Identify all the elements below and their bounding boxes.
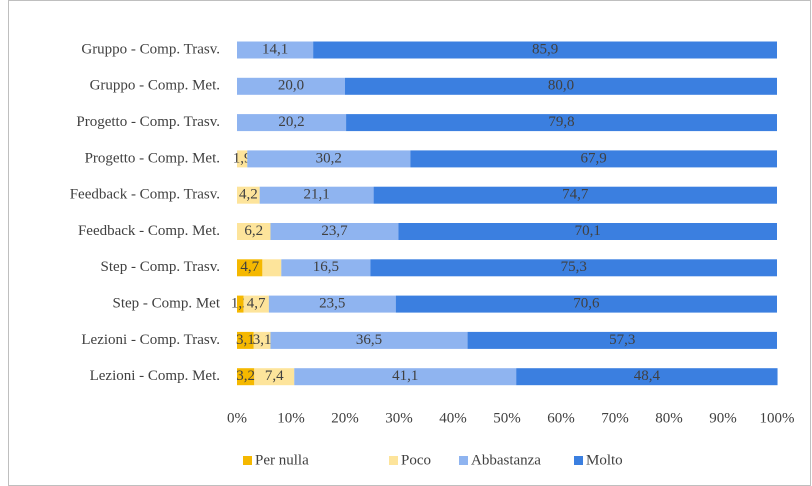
data-label: 79,8 [548,114,574,130]
legend-label: Abbastanza [471,452,541,468]
data-label: 41,1 [392,368,418,384]
bar-segment [410,150,777,168]
bar-segment [345,77,777,95]
data-label: 3,2 [236,368,255,384]
y-tick-label: Progetto - Comp. Met. [85,150,220,166]
bar-segment [270,223,399,240]
x-tick-label: 70% [601,410,629,426]
data-label: 67,9 [581,150,607,166]
y-tick-label: Lezioni - Comp. Met. [90,368,220,384]
y-tick-label: Lezioni - Comp. Trasv. [81,332,220,348]
data-label: 23,7 [321,223,348,239]
bar-segment [373,186,777,204]
data-label: 4,7 [240,259,259,275]
y-tick-label: Step - Comp. Trasv. [101,259,220,275]
x-tick-label: 10% [277,410,305,426]
y-tick-label: Feedback - Comp. Met. [78,223,220,239]
x-tick-label: 80% [655,410,683,426]
data-label: 20,2 [278,114,304,130]
data-label: 1,9 [233,150,252,166]
bar-segment [270,331,468,349]
bar-segment [247,150,411,168]
data-label: 36,5 [356,332,382,348]
legend-label: Per nulla [255,452,309,468]
data-label: 4,7 [247,296,266,312]
bar-segment [281,259,371,277]
y-tick-label: Feedback - Comp. Trasv. [70,187,220,203]
legend-label: Poco [401,452,431,468]
bar-segment [237,114,347,132]
bar-segment [237,331,254,349]
bar-segment [467,331,777,349]
data-label: 57,3 [609,332,635,348]
bar-segment [294,368,517,386]
data-label: 6,2 [244,223,263,239]
bar-segment [243,295,269,313]
data-label: 30,2 [316,150,342,166]
y-tick-label: Gruppo - Comp. Trasv. [81,41,220,57]
bar-segment [237,295,244,313]
y-tick-label: Progetto - Comp. Trasv. [76,114,220,130]
legend-swatch [389,456,398,465]
bar-segment [237,41,314,59]
bar-segment [370,259,777,277]
bar-segment [398,223,777,240]
bar-segment [254,368,295,386]
data-label: 48,4 [634,368,661,384]
x-tick-label: 30% [385,410,413,426]
data-label: 70,6 [573,296,600,312]
bar-segment [237,150,248,168]
data-label: 80,0 [548,78,574,94]
bar-segment [395,295,777,313]
x-tick-label: 100% [760,410,795,426]
bar-segment [346,114,777,132]
x-tick-label: 90% [709,410,737,426]
y-tick-label: Step - Comp. Met [113,296,221,312]
data-label: 85,9 [532,41,558,57]
data-label: 3,1 [253,332,272,348]
bar-segment [268,295,396,313]
data-label: 23,5 [319,296,345,312]
legend-swatch [243,456,252,465]
bar-segment [253,331,271,349]
data-label: 7,4 [265,368,284,384]
data-label: 4,2 [239,187,258,203]
data-label: 14,1 [262,41,288,57]
bar-segment [237,77,345,95]
bar-segment [313,41,777,59]
data-label: 20,0 [278,78,304,94]
bar-segment [516,368,778,386]
legend-swatch [574,456,583,465]
x-tick-label: 50% [493,410,521,426]
data-label: 21,1 [304,187,330,203]
data-label: 75,3 [561,259,587,275]
bar-segment [237,223,271,240]
data-label: 3,1 [236,332,255,348]
data-label: 74,7 [562,187,589,203]
bar-segment [259,186,374,204]
legend-label: Molto [586,452,623,468]
legend-swatch [459,456,468,465]
x-tick-label: 20% [331,410,359,426]
x-tick-label: 0% [227,410,247,426]
data-label: 16,5 [313,259,339,275]
bar-segment [237,259,263,277]
bar-segment [237,186,260,204]
bar-segment [237,368,255,386]
x-tick-label: 60% [547,410,575,426]
data-label: 70,1 [575,223,601,239]
x-tick-label: 40% [439,410,467,426]
bar-segment [262,259,282,277]
y-tick-label: Gruppo - Comp. Met. [90,78,220,94]
